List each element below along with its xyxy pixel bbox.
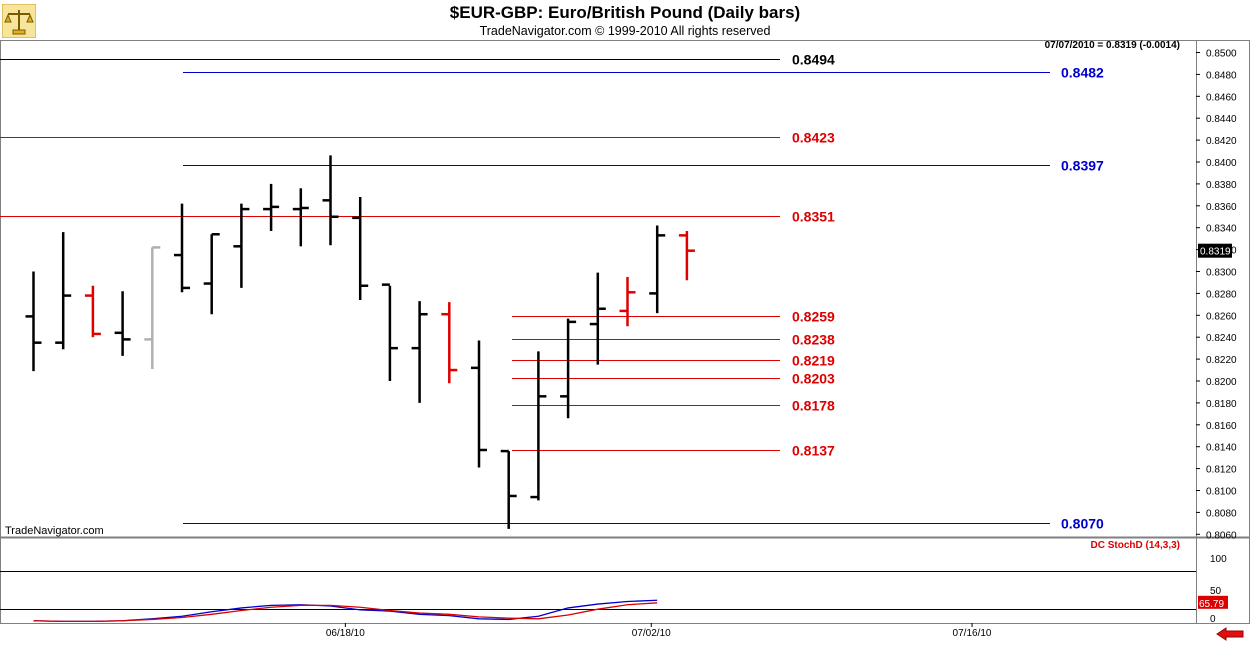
y-tick-label: 0.8160 (1206, 421, 1237, 432)
level-label: 0.8494 (792, 52, 835, 68)
ohlc-bar[interactable] (55, 232, 72, 350)
level-label: 0.8351 (792, 209, 835, 225)
y-tick-label: 0.8120 (1206, 465, 1237, 476)
ohlc-bar[interactable] (233, 203, 250, 288)
y-tick-label: 0.8200 (1206, 377, 1237, 388)
level-label: 0.8070 (1061, 516, 1104, 532)
stoch-k-line (33, 599, 658, 623)
x-tick-label: 07/02/10 (632, 628, 671, 639)
y-tick-label: 0.8100 (1206, 487, 1237, 498)
x-tick-label: 07/16/10 (953, 628, 992, 639)
ohlc-bar[interactable] (530, 351, 547, 501)
ohlc-bar[interactable] (322, 155, 339, 246)
ohlc-bar[interactable] (84, 285, 101, 338)
y-tick-label: 0.8080 (1206, 508, 1237, 519)
level-label: 0.8219 (792, 353, 835, 369)
level-label: 0.8238 (792, 332, 835, 348)
ohlc-bar[interactable] (411, 301, 428, 403)
level-label: 0.8178 (792, 398, 835, 414)
y-tick-label: 0.8400 (1206, 158, 1237, 169)
y-tick-label: 0.8280 (1206, 289, 1237, 300)
y-tick-label: 0.8500 (1206, 49, 1237, 60)
ohlc-bar[interactable] (471, 340, 487, 468)
y-tick-label: 0.8440 (1206, 114, 1237, 125)
ohlc-bar[interactable] (500, 449, 517, 529)
y-tick-label: 0.8220 (1206, 355, 1237, 366)
chart-subtitle: TradeNavigator.com © 1999-2010 All right… (479, 24, 771, 38)
ohlc-bar[interactable] (619, 276, 636, 327)
ohlc-bar[interactable] (263, 183, 280, 231)
level-label: 0.8482 (1061, 65, 1104, 81)
y-tick-label: 0.8240 (1206, 333, 1237, 344)
ohlc-bar[interactable] (678, 230, 695, 281)
ohlc-bar[interactable] (352, 197, 369, 300)
x-tick-label: 06/18/10 (326, 628, 365, 639)
y-tick-label: 0.8300 (1206, 268, 1237, 279)
level-label: 0.8137 (792, 443, 835, 459)
last-price-box (1198, 243, 1232, 258)
y-tick-label: 0.8360 (1206, 202, 1237, 213)
y-tick-label: 0.8420 (1206, 136, 1237, 147)
stoch-value-box (1198, 595, 1228, 609)
y-tick-label: 0.8480 (1206, 70, 1237, 81)
stoch-tick-label: 100 (1210, 554, 1227, 565)
y-tick-label: 0.8180 (1206, 399, 1237, 410)
ohlc-bar[interactable] (292, 188, 309, 247)
y-tick-label: 0.8340 (1206, 224, 1237, 235)
ohlc-bar[interactable] (203, 233, 220, 315)
quote-line: 07/07/2010 = 0.8319 (-0.0014) (1045, 40, 1180, 51)
stoch-value-label: 65.79 (1199, 599, 1224, 610)
y-tick-label: 0.8060 (1206, 530, 1237, 541)
level-label: 0.8423 (792, 130, 835, 146)
watermark-text: TradeNavigator.com (5, 525, 104, 537)
ohlc-bar[interactable] (649, 225, 666, 314)
y-tick-label: 0.8140 (1206, 443, 1237, 454)
ohlc-bar[interactable] (589, 272, 606, 365)
left-arrow-icon[interactable] (1216, 627, 1244, 641)
last-price-label: 0.8319 (1200, 247, 1231, 258)
scales-icon (1, 3, 37, 39)
stoch-title: DC StochD (14,3,3) (1091, 540, 1180, 551)
ohlc-bar[interactable] (25, 271, 42, 372)
ohlc-bar[interactable] (441, 302, 458, 384)
chart-title: $EUR-GBP: Euro/British Pound (Daily bars… (449, 3, 801, 22)
stoch-d-line (33, 602, 658, 623)
ohlc-bar[interactable] (560, 318, 577, 419)
y-tick-label: 0.8380 (1206, 180, 1237, 191)
stoch-tick-label: 50 (1210, 586, 1222, 597)
y-tick-label: 0.8460 (1206, 92, 1237, 103)
y-tick-label: 0.8260 (1206, 311, 1237, 322)
ohlc-bar[interactable] (114, 291, 131, 356)
stoch-tick-label: 0 (1210, 614, 1216, 625)
level-label: 0.8259 (792, 309, 835, 325)
ohlc-bar[interactable] (144, 246, 161, 369)
ohlc-bar[interactable] (381, 283, 398, 381)
level-label: 0.8397 (1061, 158, 1104, 174)
level-label: 0.8203 (792, 371, 835, 387)
ohlc-bar[interactable] (174, 203, 190, 293)
